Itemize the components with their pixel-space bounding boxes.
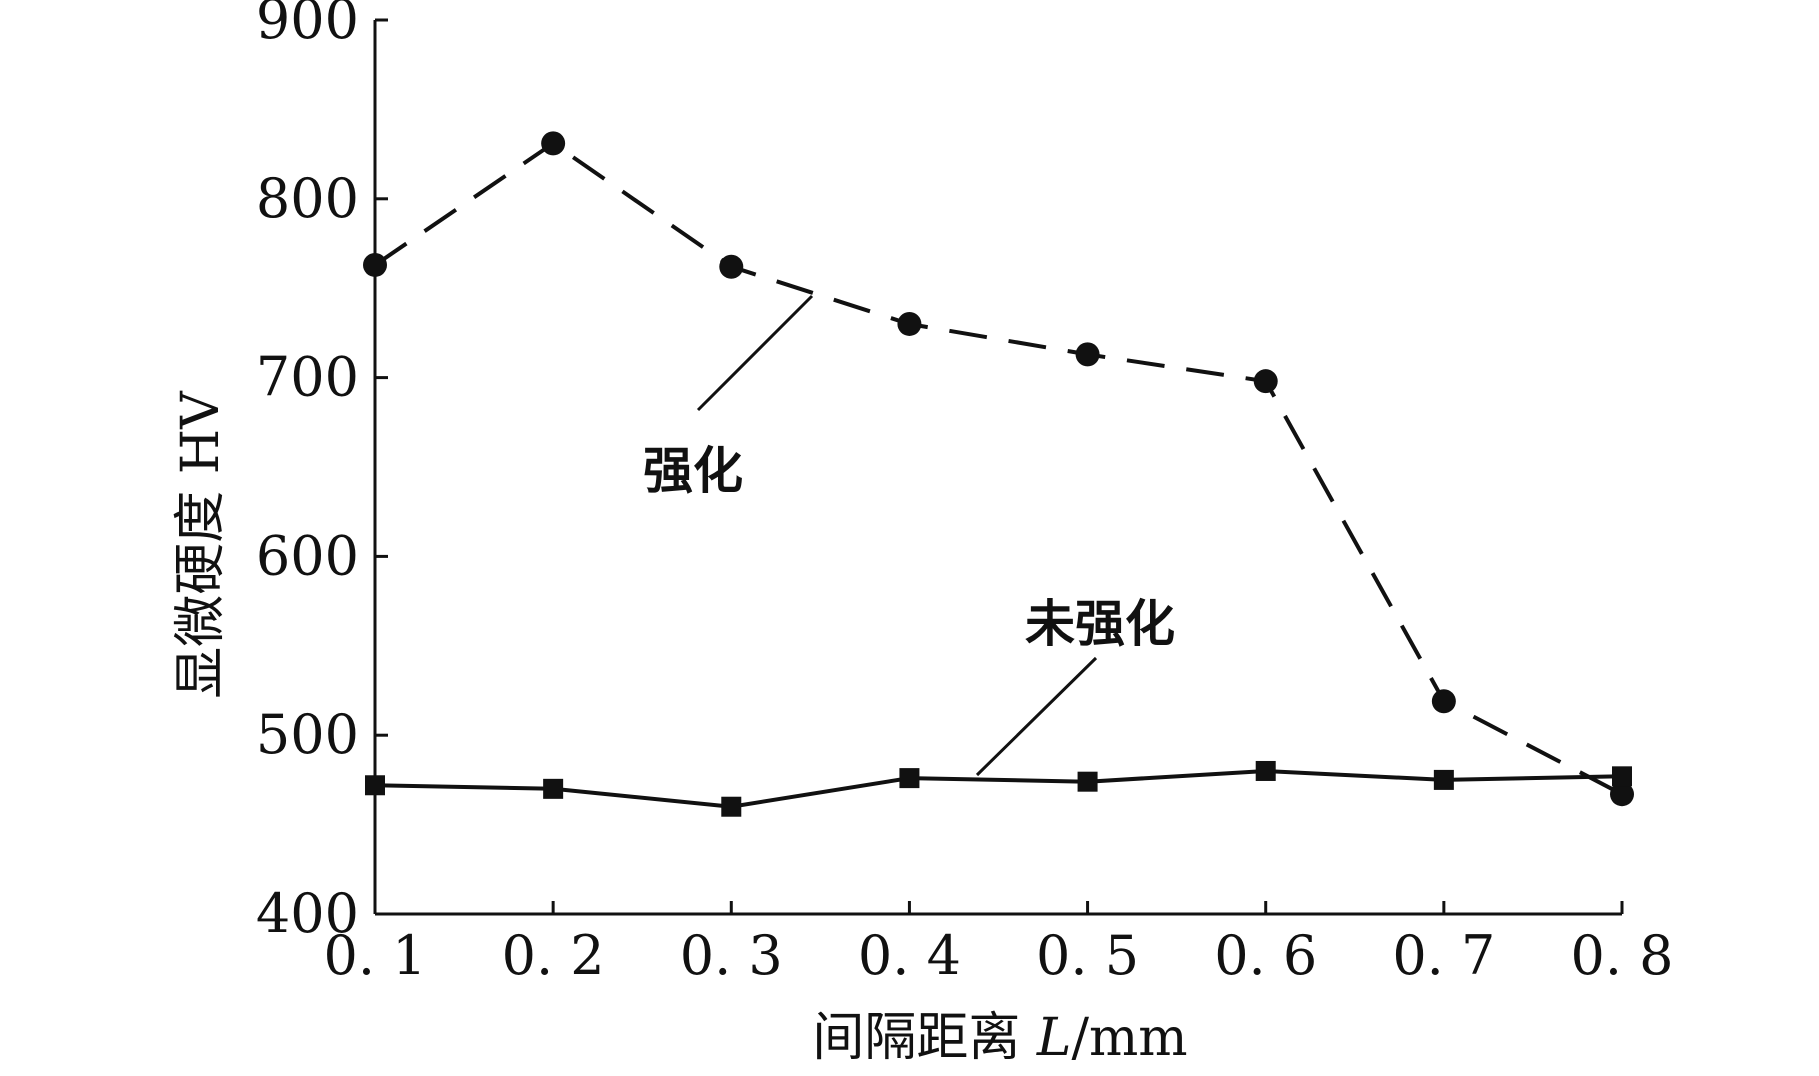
- unstrengthened-leader-line: [975, 656, 1098, 777]
- x-tick-label: 0. 8: [1570, 924, 1673, 987]
- y-tick-label: 800: [256, 167, 359, 230]
- circle-marker-point: [541, 131, 566, 156]
- circle-marker-point: [719, 254, 744, 279]
- x-tick-label: 0. 1: [323, 924, 426, 987]
- x-tick-label: 0. 5: [1036, 924, 1139, 987]
- series-line-unstrengthened: [374, 768, 1623, 809]
- circle-marker-point: [1610, 782, 1634, 807]
- square-marker-point: [721, 796, 742, 817]
- y-tick-label: 900: [256, 0, 359, 51]
- square-marker-point: [1255, 760, 1276, 781]
- circle-marker-point: [1253, 369, 1278, 394]
- x-axis-title-variable: L: [1036, 1008, 1072, 1068]
- x-tick-label: 0. 7: [1392, 924, 1495, 987]
- x-tick-label: 0. 6: [1214, 924, 1317, 987]
- axes: [373, 20, 1622, 916]
- square-marker-point: [365, 775, 385, 796]
- unstrengthened-series-label: 未强化: [1025, 595, 1175, 653]
- square-marker-point: [543, 778, 564, 799]
- y-tick-label: 600: [256, 524, 359, 587]
- strengthened-leader-line: [696, 294, 814, 412]
- series-layer: [363, 131, 1634, 817]
- circle-marker-point: [897, 311, 922, 336]
- y-tick-label: 400: [256, 882, 359, 945]
- strengthened-series-label: 强化: [643, 442, 743, 500]
- x-axis-title-main: 间隔距离: [812, 1008, 1037, 1068]
- series-line-strengthened: [373, 140, 1623, 796]
- circle-marker-point: [1431, 689, 1456, 714]
- y-ticks: 400 500 600 700 800 900: [256, 0, 388, 945]
- x-tick-label: 0. 2: [502, 924, 605, 987]
- square-marker-point: [1612, 766, 1632, 787]
- square-marker-point: [1077, 771, 1098, 792]
- y-tick-label: 500: [256, 703, 359, 766]
- square-marker-point: [1433, 769, 1454, 790]
- circle-marker-point: [1075, 342, 1100, 367]
- y-tick-label: 700: [256, 346, 359, 409]
- x-axis-title: 间隔距离 L/mm: [812, 1008, 1187, 1068]
- x-ticks: 0. 1 0. 2 0. 3 0. 4 0. 5 0. 6 0. 7 0. 8: [323, 901, 1674, 987]
- x-tick-label: 0. 3: [680, 924, 783, 987]
- x-tick-label: 0. 4: [858, 924, 961, 987]
- y-axis-title: 显微硬度 HV: [171, 390, 231, 699]
- circle-marker-point: [363, 252, 387, 277]
- square-marker-point: [899, 768, 920, 789]
- x-axis-title-unit: /mm: [1071, 1008, 1187, 1068]
